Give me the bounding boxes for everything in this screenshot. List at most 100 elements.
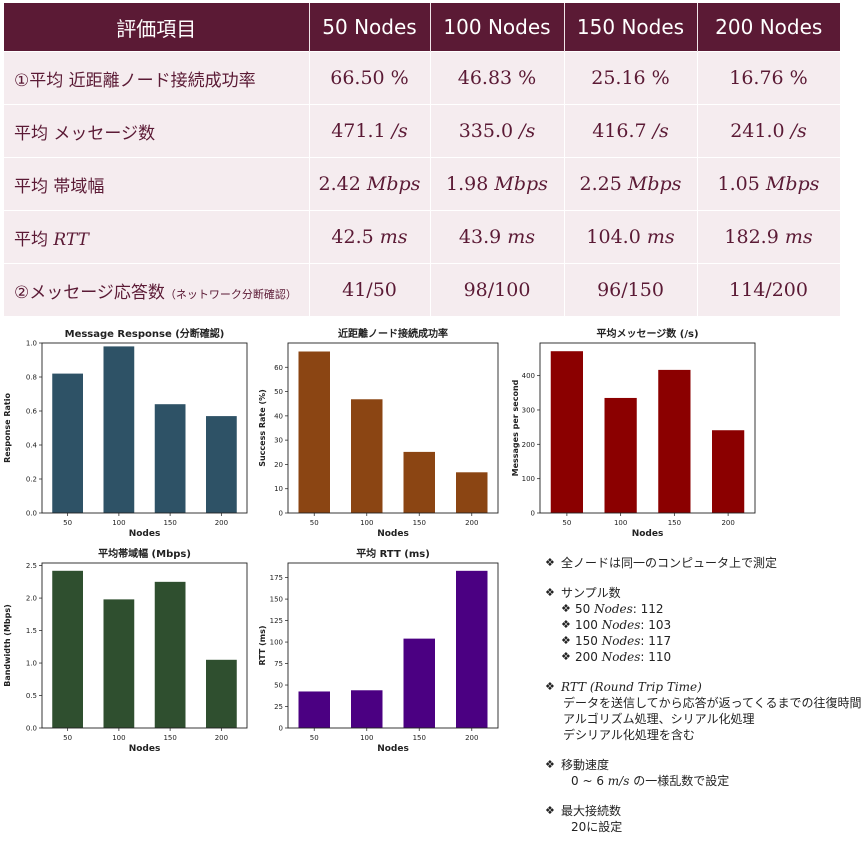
bar <box>206 659 237 728</box>
value-cell: 16.76 % <box>697 51 841 105</box>
chart-connection-success-rate: 近距離ノード接続成功率 0 10 20 30 40 50 60 50 100 150 200 Nodes… <box>258 327 499 539</box>
y-tick-label: 2.5 <box>26 562 37 570</box>
y-tick-label: 1.5 <box>26 627 37 635</box>
value-cell: 41/50 <box>309 263 431 316</box>
value-cell: 416.7 /s <box>564 104 698 158</box>
y-tick-label: 150 <box>270 596 283 604</box>
value-cell: 471.1 /s <box>309 104 431 158</box>
bar <box>206 416 237 513</box>
notes-panel: 全ノードは同一のコンピュータ上で測定 サンプル数 50 Nodes: 112 1… <box>545 555 863 835</box>
value-cell: 104.0 ms <box>564 210 698 264</box>
row-label: ②メッセージ応答数（ネットワーク分断確認） <box>4 263 310 316</box>
plot-frame <box>41 562 248 729</box>
chart-title: 平均 RTT (ms) <box>356 547 430 560</box>
bar <box>604 397 637 513</box>
note-rtt-title: RTT (Round Trip Time) <box>545 679 863 695</box>
note-maxconn-title: 最大接続数 <box>545 803 863 819</box>
y-axis-label: RTT (ms) <box>258 625 267 665</box>
note-rtt-line: データを送信してから応答が返ってくるまでの往復時間 <box>563 696 862 710</box>
header-cell-100-nodes: 100 Nodes <box>430 3 565 52</box>
x-tick-label: 200 <box>215 734 228 742</box>
note-rtt-line: アルゴリズム処理、シリアル化処理 <box>563 712 755 726</box>
value-cell: 98/100 <box>430 263 565 316</box>
x-tick-label: 150 <box>413 519 426 527</box>
value-cell: 66.50 % <box>309 51 431 105</box>
x-tick-label: 200 <box>721 519 734 527</box>
bar <box>456 472 488 513</box>
chart-messages-per-second: 平均メッセージ数 (/s) 0 100 200 300 400 50 100 150 200 Nod… <box>511 327 756 539</box>
header-cell-150-nodes: 150 Nodes <box>564 3 698 52</box>
y-tick-label: 0.4 <box>26 442 38 450</box>
note-sample-title: サンプル数 <box>545 585 863 601</box>
bar <box>351 690 383 728</box>
y-tick-label: 0 <box>279 725 283 733</box>
chart-message-response: Message Response (分断確認) 0.0 0.2 0.4 0.6 0.8 1.… <box>3 327 248 539</box>
y-tick-label: 50 <box>274 388 283 396</box>
row-label: 平均 帯域幅 <box>4 157 310 211</box>
y-tick-label: 20 <box>274 461 283 469</box>
x-tick-label: 150 <box>413 734 426 742</box>
y-tick-label: 125 <box>270 617 283 625</box>
bar <box>351 399 383 513</box>
x-tick-label: 150 <box>163 519 176 527</box>
plot-frame <box>41 342 248 514</box>
y-tick-label: 0.6 <box>26 408 38 416</box>
x-axis-label: Nodes <box>377 529 409 539</box>
bar <box>103 346 135 513</box>
results-table: 評価項目 50 Nodes 100 Nodes 150 Nodes 200 No… <box>4 3 841 316</box>
note-speed-value: 0 ~ 6 m/s の一様乱数で設定 <box>571 774 730 788</box>
value-cell: 96/150 <box>564 263 698 316</box>
y-tick-label: 0 <box>279 510 283 518</box>
value-cell: 25.16 % <box>564 51 698 105</box>
x-tick-label: 50 <box>63 734 72 742</box>
x-tick-label: 50 <box>310 734 319 742</box>
x-tick-label: 100 <box>614 519 627 527</box>
y-axis-label: Response Ratio <box>3 393 12 463</box>
x-tick-label: 50 <box>63 519 72 527</box>
sample-item: 200 Nodes: 110 <box>561 649 863 665</box>
x-tick-label: 100 <box>360 519 373 527</box>
x-tick-label: 100 <box>112 734 125 742</box>
y-tick-label: 1.0 <box>26 660 37 668</box>
table-row: 平均 メッセージ数 471.1 /s 335.0 /s 416.7 /s 241.0 /… <box>4 104 841 158</box>
value-cell: 42.5 ms <box>309 210 431 264</box>
bar <box>403 638 435 728</box>
y-tick-label: 1.0 <box>26 340 37 348</box>
bar <box>52 570 83 728</box>
note-measurement: 全ノードは同一のコンピュータ上で測定 <box>545 555 863 571</box>
value-cell: 241.0 /s <box>697 104 841 158</box>
row-label: ①平均 近距離ノード接続成功率 <box>4 51 310 105</box>
header-cell-200-nodes: 200 Nodes <box>697 3 840 52</box>
y-tick-label: 40 <box>274 412 283 420</box>
y-axis-label: Bandwidth (Mbps) <box>3 604 12 687</box>
table-header-row: 評価項目 50 Nodes 100 Nodes 150 Nodes 200 No… <box>4 3 840 52</box>
chart-title: 平均メッセージ数 (/s) <box>596 327 698 340</box>
value-cell: 114/200 <box>697 263 841 316</box>
x-tick-label: 200 <box>465 519 478 527</box>
bar <box>712 430 745 513</box>
y-tick-label: 0.0 <box>26 510 37 518</box>
bar <box>154 404 186 513</box>
y-axis-label: Messages per second <box>511 379 520 476</box>
y-tick-label: 75 <box>274 660 283 668</box>
table-row: 平均 RTT 42.5 ms 43.9 ms 104.0 ms 182.9 ms <box>4 210 841 264</box>
sample-item: 150 Nodes: 117 <box>561 633 863 649</box>
plot-frame <box>287 562 499 729</box>
note-sample-title-text: サンプル数 <box>561 586 621 600</box>
y-tick-label: 0.0 <box>26 725 37 733</box>
y-tick-label: 10 <box>274 485 283 493</box>
note-measurement-text: 全ノードは同一のコンピュータ上で測定 <box>561 556 778 570</box>
bar <box>103 599 135 728</box>
plot-frame <box>539 342 756 514</box>
value-cell: 43.9 ms <box>430 210 565 264</box>
x-tick-label: 150 <box>668 519 681 527</box>
x-tick-label: 200 <box>465 734 478 742</box>
y-tick-label: 2.0 <box>26 595 37 603</box>
x-tick-label: 100 <box>112 519 125 527</box>
bar <box>658 369 691 513</box>
plot-frame <box>287 342 499 514</box>
sample-item: 50 Nodes: 112 <box>561 601 863 617</box>
bar <box>154 581 186 728</box>
x-tick-label: 50 <box>310 519 319 527</box>
x-axis-label: Nodes <box>377 744 409 754</box>
